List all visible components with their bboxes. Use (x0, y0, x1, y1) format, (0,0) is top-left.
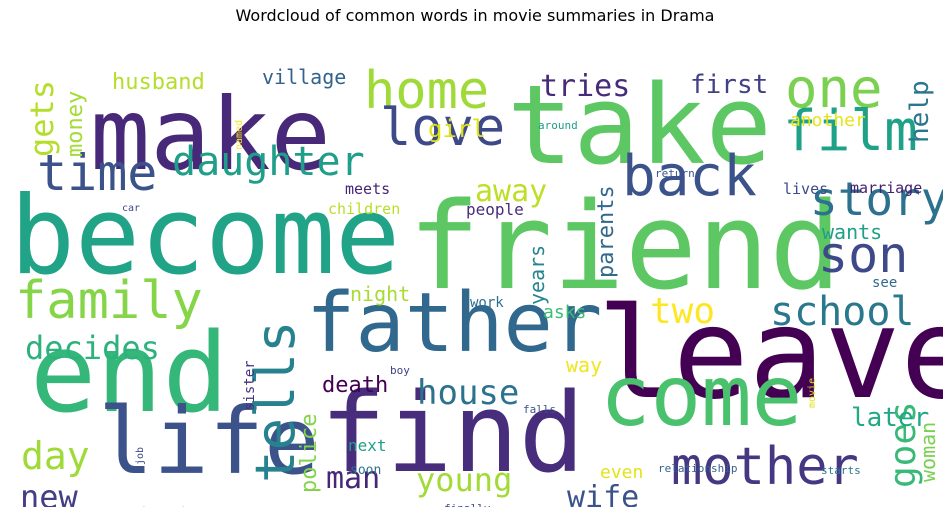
word-first: first (690, 70, 768, 100)
word-story: story (810, 172, 943, 226)
word-find: find (320, 369, 585, 497)
word-two: two (650, 291, 715, 332)
word-starts: starts (821, 464, 861, 477)
word-soon: soon (350, 463, 381, 478)
word-see: see (872, 275, 897, 291)
word-children: children (328, 200, 400, 218)
word-night: night (350, 282, 410, 306)
word-daughter: daughter (172, 139, 365, 185)
word-relationship: relationship (658, 462, 737, 475)
word-husband: husband (112, 70, 205, 95)
word-police: police (297, 414, 322, 493)
word-friend: friend (408, 178, 841, 317)
word-end: end (30, 309, 229, 437)
word-job: job (135, 447, 146, 465)
word-next: next (348, 436, 387, 455)
word-tells: tells (244, 320, 307, 483)
word-returns: returns (655, 167, 701, 180)
word-new: new (20, 478, 79, 507)
word-father: father (306, 276, 602, 371)
word-wife: wife (567, 480, 639, 507)
word-life: life (98, 388, 320, 495)
word-goes: goes (883, 401, 924, 488)
word-lives: lives (783, 180, 828, 198)
word-make: make (90, 76, 331, 193)
word-woman: woman (916, 422, 940, 482)
word-take: take (507, 61, 772, 189)
word-work: work (470, 295, 504, 311)
word-house: house (417, 373, 519, 413)
word-back: back (622, 144, 757, 209)
word-later: later (851, 403, 929, 433)
word-asks: asks (543, 302, 586, 323)
word-movie: movie (807, 378, 818, 408)
word-meets: meets (345, 180, 390, 198)
word-young: young (416, 461, 512, 499)
word-marriage: marriage (850, 179, 922, 197)
word-cloud: make take become friend leave end father find co… (10, 33, 943, 507)
word-day: day (21, 434, 90, 478)
word-away: away (475, 174, 547, 209)
word-leave: leave (597, 280, 943, 427)
word-home: home (364, 61, 489, 121)
word-falls: falls (523, 403, 556, 416)
word-man: man (326, 461, 380, 496)
word-help: help (905, 80, 935, 143)
word-school: school (770, 289, 915, 335)
word-another: another (790, 110, 866, 131)
word-wants: wants (822, 220, 882, 244)
word-parents: parents (594, 185, 619, 278)
chart-title: Wordcloud of common words in movie summa… (235, 6, 715, 25)
word-come: come (600, 347, 802, 445)
word-begins: begins (141, 503, 213, 507)
word-time: time (37, 144, 157, 202)
word-even: even (600, 462, 643, 483)
word-car: car (122, 203, 140, 214)
word-finally: finally (444, 502, 491, 507)
word-gets: gets (23, 80, 61, 157)
word-death: death (322, 373, 388, 398)
word-village: village (262, 65, 346, 89)
word-family: family (15, 271, 203, 331)
word-film: film (783, 99, 918, 164)
word-son: son (818, 226, 908, 284)
word-sister: sister (242, 360, 258, 411)
word-money: money (63, 91, 88, 157)
word-one: one (785, 57, 883, 120)
word-love: love (380, 98, 505, 158)
word-become: become (10, 174, 400, 299)
word-girl: girl (428, 115, 486, 143)
word-named: named (234, 120, 245, 150)
word-mother: mother (671, 437, 859, 497)
word-tries: tries (540, 69, 630, 104)
word-decides: decides (25, 329, 160, 367)
word-way: way (566, 353, 602, 377)
word-boy: boy (390, 364, 410, 377)
word-years: years (525, 245, 549, 305)
word-people: people (466, 200, 524, 219)
word-around: around (538, 119, 578, 132)
